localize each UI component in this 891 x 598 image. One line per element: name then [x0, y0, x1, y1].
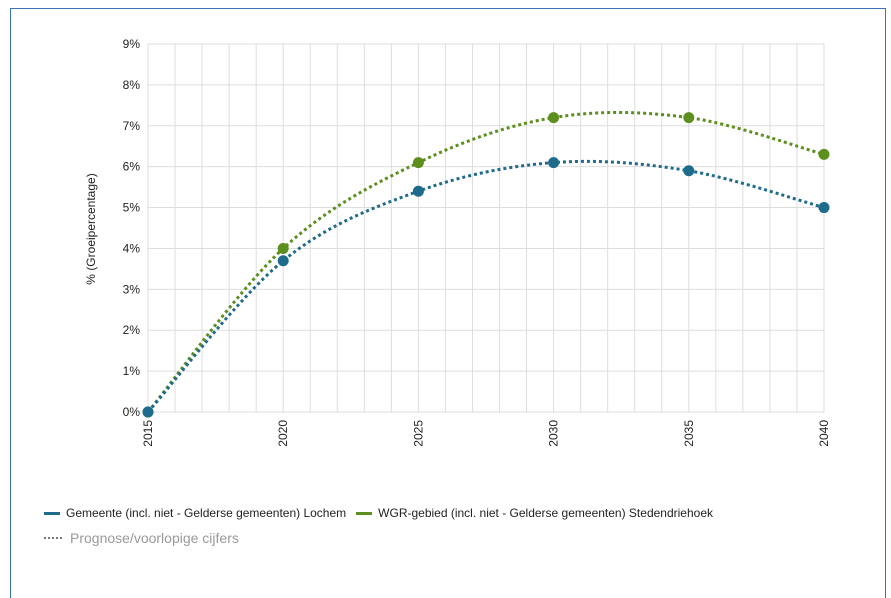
y-tick-label: 8% — [123, 78, 141, 92]
data-point[interactable] — [412, 157, 424, 169]
data-point[interactable] — [548, 112, 560, 124]
y-tick-label: 1% — [123, 364, 141, 378]
y-tick-label: 6% — [123, 160, 141, 174]
y-tick-label: 0% — [123, 405, 141, 419]
legend-item-lochem[interactable]: Gemeente (incl. niet - Gelderse gemeente… — [44, 506, 346, 520]
data-point[interactable] — [818, 148, 830, 160]
legend-item-stedendriehoek[interactable]: WGR-gebied (incl. niet - Gelderse gemeen… — [356, 506, 713, 520]
series-line — [146, 159, 825, 413]
data-point[interactable] — [818, 202, 830, 214]
series-group — [142, 110, 830, 418]
data-point[interactable] — [412, 185, 424, 197]
legend: Gemeente (incl. niet - Gelderse gemeente… — [44, 504, 723, 546]
legend-label-lochem: Gemeente (incl. niet - Gelderse gemeente… — [66, 506, 347, 520]
data-point[interactable] — [277, 242, 289, 254]
grid — [147, 43, 825, 413]
data-point[interactable] — [683, 112, 695, 124]
chart-frame — [10, 8, 886, 598]
y-tick-label: 3% — [123, 282, 141, 296]
legend-item-prognose: Prognose/voorlopige cijfers — [44, 530, 723, 546]
data-point[interactable] — [683, 165, 695, 177]
y-tick-label: 5% — [123, 201, 141, 215]
x-tick-label: 2030 — [547, 420, 561, 447]
legend-label-stedendriehoek: WGR-gebied (incl. niet - Gelderse gemeen… — [378, 506, 713, 520]
y-tick-label: 9% — [123, 37, 141, 51]
x-tick-label: 2025 — [411, 420, 425, 447]
x-tick-label: 2035 — [682, 420, 696, 447]
series-line — [146, 110, 825, 413]
legend-label-prognose: Prognose/voorlopige cijfers — [70, 530, 239, 546]
line-chart: 0% 1% 2% 3% 4% 5% 6% 7% 8% 9% 2015 2020 2025 2030 203… — [84, 37, 831, 447]
x-axis-ticks: 2015 2020 2025 2030 2035 2040 — [141, 420, 831, 447]
legend-swatch-lochem — [44, 511, 60, 515]
data-point[interactable] — [277, 255, 289, 267]
legend-swatch-stedendriehoek — [356, 511, 373, 515]
dotted-line-icon — [44, 537, 62, 539]
y-axis-label: % (Groeipercentage) — [84, 173, 98, 284]
y-axis-ticks: 0% 1% 2% 3% 4% 5% 6% 7% 8% 9% — [123, 37, 141, 419]
x-tick-label: 2015 — [141, 420, 155, 447]
y-tick-label: 4% — [123, 241, 141, 255]
data-point[interactable] — [548, 157, 560, 169]
y-tick-label: 7% — [123, 119, 141, 133]
data-point[interactable] — [142, 406, 154, 418]
x-tick-label: 2040 — [817, 420, 831, 447]
y-tick-label: 2% — [123, 323, 141, 337]
x-tick-label: 2020 — [276, 420, 290, 447]
